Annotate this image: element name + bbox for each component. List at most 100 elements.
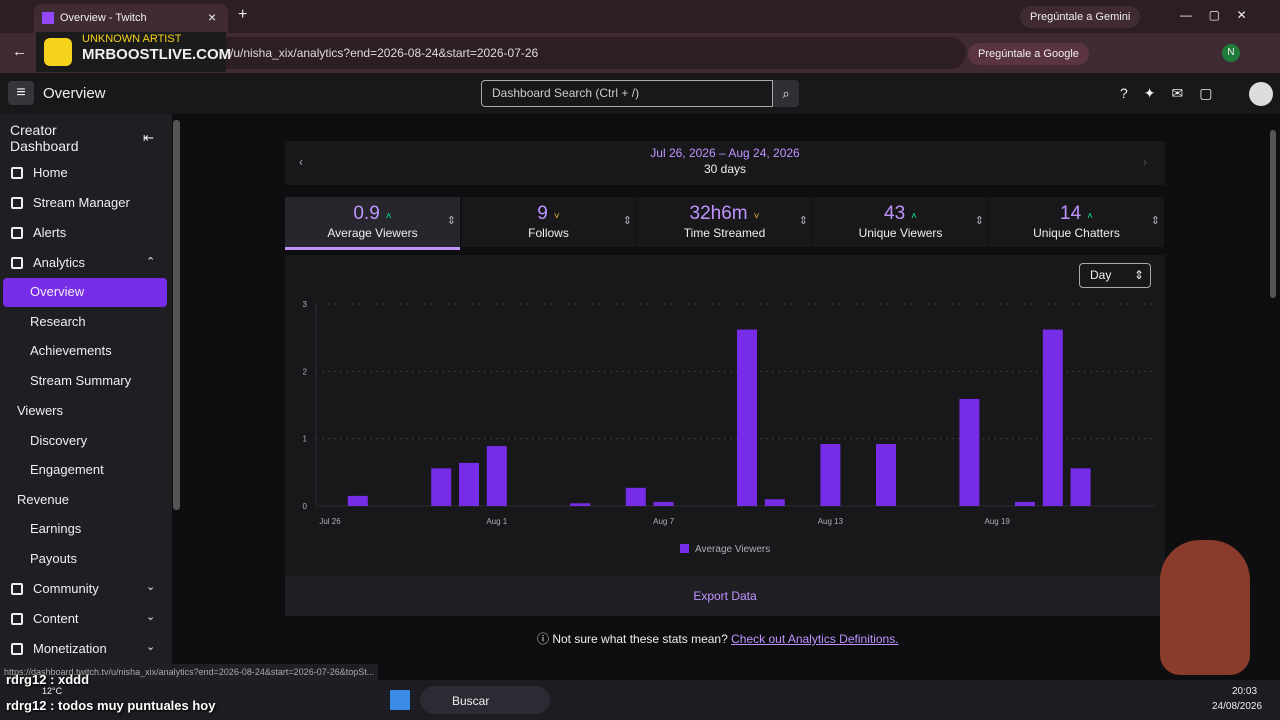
nav-item[interactable]: Community <box>33 581 99 596</box>
nav-item[interactable]: Research <box>30 314 86 329</box>
profile[interactable]: N <box>1222 44 1240 62</box>
bar <box>876 444 896 506</box>
nav-chevron[interactable]: ⌄ <box>146 611 156 623</box>
bar <box>1015 501 1035 506</box>
y-tick-label: 1 <box>303 435 308 444</box>
bar <box>625 487 646 506</box>
date-range: Jul 26, 2026 – Aug 24, 2026 <box>650 146 800 160</box>
nav-item[interactable]: Revenue <box>17 492 70 507</box>
help-question: Not sure what these stats mean? <box>552 632 728 646</box>
nav-chevron[interactable]: ⌄ <box>146 641 156 653</box>
bar <box>570 503 591 506</box>
x-tick-label: Aug 13 <box>818 517 844 526</box>
stat-top: 14 ˄ <box>989 203 1164 225</box>
export-button[interactable]: Export Data <box>285 576 1165 616</box>
x-tick-label: Jul 26 <box>319 517 341 526</box>
gemini-button[interactable]: Pregúntale a Gemini <box>1020 6 1141 28</box>
twitch-header <box>0 73 1280 114</box>
overlay-logo: UNKNOWN ARTIST MRBOOSTLIVE.COM <box>36 32 231 72</box>
taskbar-search[interactable]: Buscar <box>420 686 550 714</box>
nav-item[interactable]: Discovery <box>30 433 88 448</box>
bar <box>737 329 757 506</box>
new-tab[interactable]: + <box>238 6 248 23</box>
stat-tab[interactable]: 14 ˄ Unique Chatters ⇕ <box>989 197 1164 247</box>
nav-icon <box>11 257 23 269</box>
tab[interactable]: Overview - Twitch × <box>34 4 228 33</box>
sort-icon: ⇕ <box>798 215 808 227</box>
avatar[interactable] <box>1249 82 1273 106</box>
stat-label: Unique Viewers <box>858 226 943 240</box>
prev-button[interactable]: ‹ <box>299 155 303 169</box>
stat-tab[interactable]: 43 ˄ Unique Viewers ⇕ <box>813 197 988 247</box>
nav-item[interactable]: Analytics <box>33 255 86 270</box>
overlay-site: MRBOOSTLIVE.COM <box>82 46 232 63</box>
stat-value: 32h6m <box>689 203 748 224</box>
nav-item[interactable]: Home <box>33 165 68 180</box>
nav-icon <box>11 227 23 239</box>
page-scrollbar <box>1270 130 1276 298</box>
bar <box>1070 468 1091 506</box>
clock-date: 24/08/2026 <box>1212 701 1263 712</box>
nav-chevron[interactable]: ⌄ <box>146 581 156 593</box>
header-icons[interactable]: ?✦✉▢ <box>1120 85 1229 101</box>
x-tick-label: Aug 1 <box>486 517 507 526</box>
nav-icon <box>11 197 23 209</box>
sort-icon: ⇕ <box>622 215 632 227</box>
vtuber-avatar <box>1160 540 1250 675</box>
tab-close[interactable]: × <box>208 9 217 25</box>
window-controls[interactable]: — ▢ ✕ <box>1180 8 1247 22</box>
date-days: 30 days <box>703 162 747 176</box>
search-input[interactable]: Dashboard Search (Ctrl + /) <box>481 80 773 107</box>
nav-item[interactable]: Stream Manager <box>33 195 130 210</box>
nav-item[interactable]: Engagement <box>30 462 104 477</box>
help-link[interactable]: Check out Analytics Definitions. <box>731 632 899 646</box>
next-button[interactable]: › <box>1143 155 1147 169</box>
chart: 0 1 2 3 Jul 26 Aug 1 Aug 7 Aug 13 Aug 19 Average … <box>303 300 1155 555</box>
bar <box>1042 329 1063 506</box>
period-select[interactable]: Day ⇕ <box>1079 263 1151 288</box>
nav-item[interactable]: Earnings <box>30 521 82 536</box>
active-item-bg <box>3 278 167 307</box>
stat-value: 0.9 <box>353 203 380 224</box>
nav-icon <box>11 583 23 595</box>
sort-icon: ⇕ <box>446 215 456 227</box>
nav-icon <box>11 613 23 625</box>
y-tick-label: 0 <box>303 502 308 511</box>
nav-item[interactable]: Viewers <box>17 403 64 418</box>
nav-item[interactable]: Monetization <box>33 641 107 656</box>
nav-icon <box>11 167 23 179</box>
stat-tab[interactable]: 9 ˅ Follows ⇕ <box>461 197 636 247</box>
search-button[interactable]: ⌕ <box>773 80 799 107</box>
back-button[interactable]: ← <box>12 43 27 60</box>
nav-icon <box>11 643 23 655</box>
bar <box>764 499 785 506</box>
tab-title: Overview - Twitch <box>60 12 147 24</box>
sort-icon: ⇕ <box>974 215 984 227</box>
bar <box>959 398 980 506</box>
collapse-button[interactable]: ⇤ <box>143 130 154 145</box>
logo-icon <box>44 38 72 66</box>
start-button[interactable] <box>390 690 410 710</box>
nav-item[interactable]: Achievements <box>30 343 112 358</box>
nav-chevron[interactable]: ⌄ <box>146 254 156 266</box>
google-button[interactable]: Pregúntale a Google <box>968 43 1089 65</box>
stat-top: 0.9 ˄ <box>285 203 460 225</box>
nav-item[interactable]: Overview <box>30 284 85 299</box>
stat-top: 32h6m ˅ <box>637 203 812 225</box>
stat-label: Unique Chatters <box>1033 226 1120 240</box>
stat-trend: ˅ <box>553 211 560 222</box>
nav-item[interactable]: Stream Summary <box>30 373 132 388</box>
bar <box>653 501 674 506</box>
nav-item[interactable]: Payouts <box>30 551 77 566</box>
taskbar-apps[interactable] <box>615 690 895 710</box>
menu-button[interactable]: ≡ <box>8 81 34 105</box>
nav-item[interactable]: Alerts <box>33 225 67 240</box>
stat-tab[interactable]: 0.9 ˄ Average Viewers ⇕ <box>285 197 460 250</box>
favicon <box>42 12 54 24</box>
date-panel: ‹ Jul 26, 2026 – Aug 24, 2026 30 days › <box>285 141 1165 185</box>
nav-item[interactable]: Content <box>33 611 79 626</box>
bar <box>486 446 507 506</box>
taskbar-search-label: Buscar <box>452 694 490 708</box>
stat-tab[interactable]: 32h6m ˅ Time Streamed ⇕ <box>637 197 812 247</box>
